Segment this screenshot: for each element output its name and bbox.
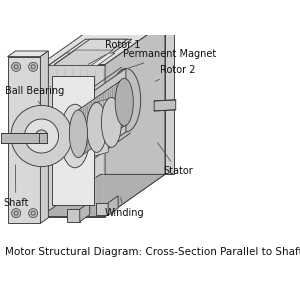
Ellipse shape bbox=[111, 68, 141, 132]
Ellipse shape bbox=[25, 119, 58, 153]
Polygon shape bbox=[8, 57, 41, 223]
Polygon shape bbox=[78, 78, 124, 158]
Polygon shape bbox=[96, 203, 108, 215]
Polygon shape bbox=[54, 50, 113, 65]
Polygon shape bbox=[94, 99, 108, 156]
Text: Rotor 1: Rotor 1 bbox=[88, 40, 140, 64]
Polygon shape bbox=[67, 209, 80, 222]
Ellipse shape bbox=[101, 97, 122, 147]
Polygon shape bbox=[40, 64, 105, 217]
Text: Stator: Stator bbox=[158, 143, 193, 176]
Polygon shape bbox=[80, 202, 90, 222]
Text: Winding: Winding bbox=[105, 198, 145, 218]
Ellipse shape bbox=[60, 104, 90, 168]
Text: Permanent Magnet: Permanent Magnet bbox=[121, 49, 217, 70]
Polygon shape bbox=[100, 22, 165, 174]
Polygon shape bbox=[154, 100, 176, 111]
Polygon shape bbox=[48, 53, 115, 66]
Polygon shape bbox=[108, 196, 118, 215]
Ellipse shape bbox=[11, 105, 72, 167]
Text: Rotor 2: Rotor 2 bbox=[155, 65, 195, 81]
Circle shape bbox=[12, 62, 21, 71]
Text: Motor Structural Diagram: Cross-Section Parallel to Shaft: Motor Structural Diagram: Cross-Section … bbox=[5, 247, 300, 257]
Polygon shape bbox=[1, 133, 47, 143]
Ellipse shape bbox=[69, 110, 88, 158]
Polygon shape bbox=[165, 22, 174, 174]
Polygon shape bbox=[8, 51, 48, 57]
Circle shape bbox=[28, 62, 38, 71]
Polygon shape bbox=[75, 68, 126, 168]
Polygon shape bbox=[50, 39, 132, 64]
Polygon shape bbox=[40, 51, 48, 223]
Ellipse shape bbox=[35, 130, 48, 142]
Circle shape bbox=[28, 208, 38, 218]
Polygon shape bbox=[105, 22, 165, 217]
Ellipse shape bbox=[87, 102, 107, 152]
Circle shape bbox=[12, 208, 21, 218]
Text: Ball Bearing: Ball Bearing bbox=[5, 86, 64, 104]
Polygon shape bbox=[52, 76, 94, 205]
Text: Shaft: Shaft bbox=[3, 165, 29, 208]
Polygon shape bbox=[40, 174, 165, 217]
Ellipse shape bbox=[115, 78, 133, 126]
Polygon shape bbox=[40, 22, 165, 64]
Polygon shape bbox=[54, 39, 128, 64]
